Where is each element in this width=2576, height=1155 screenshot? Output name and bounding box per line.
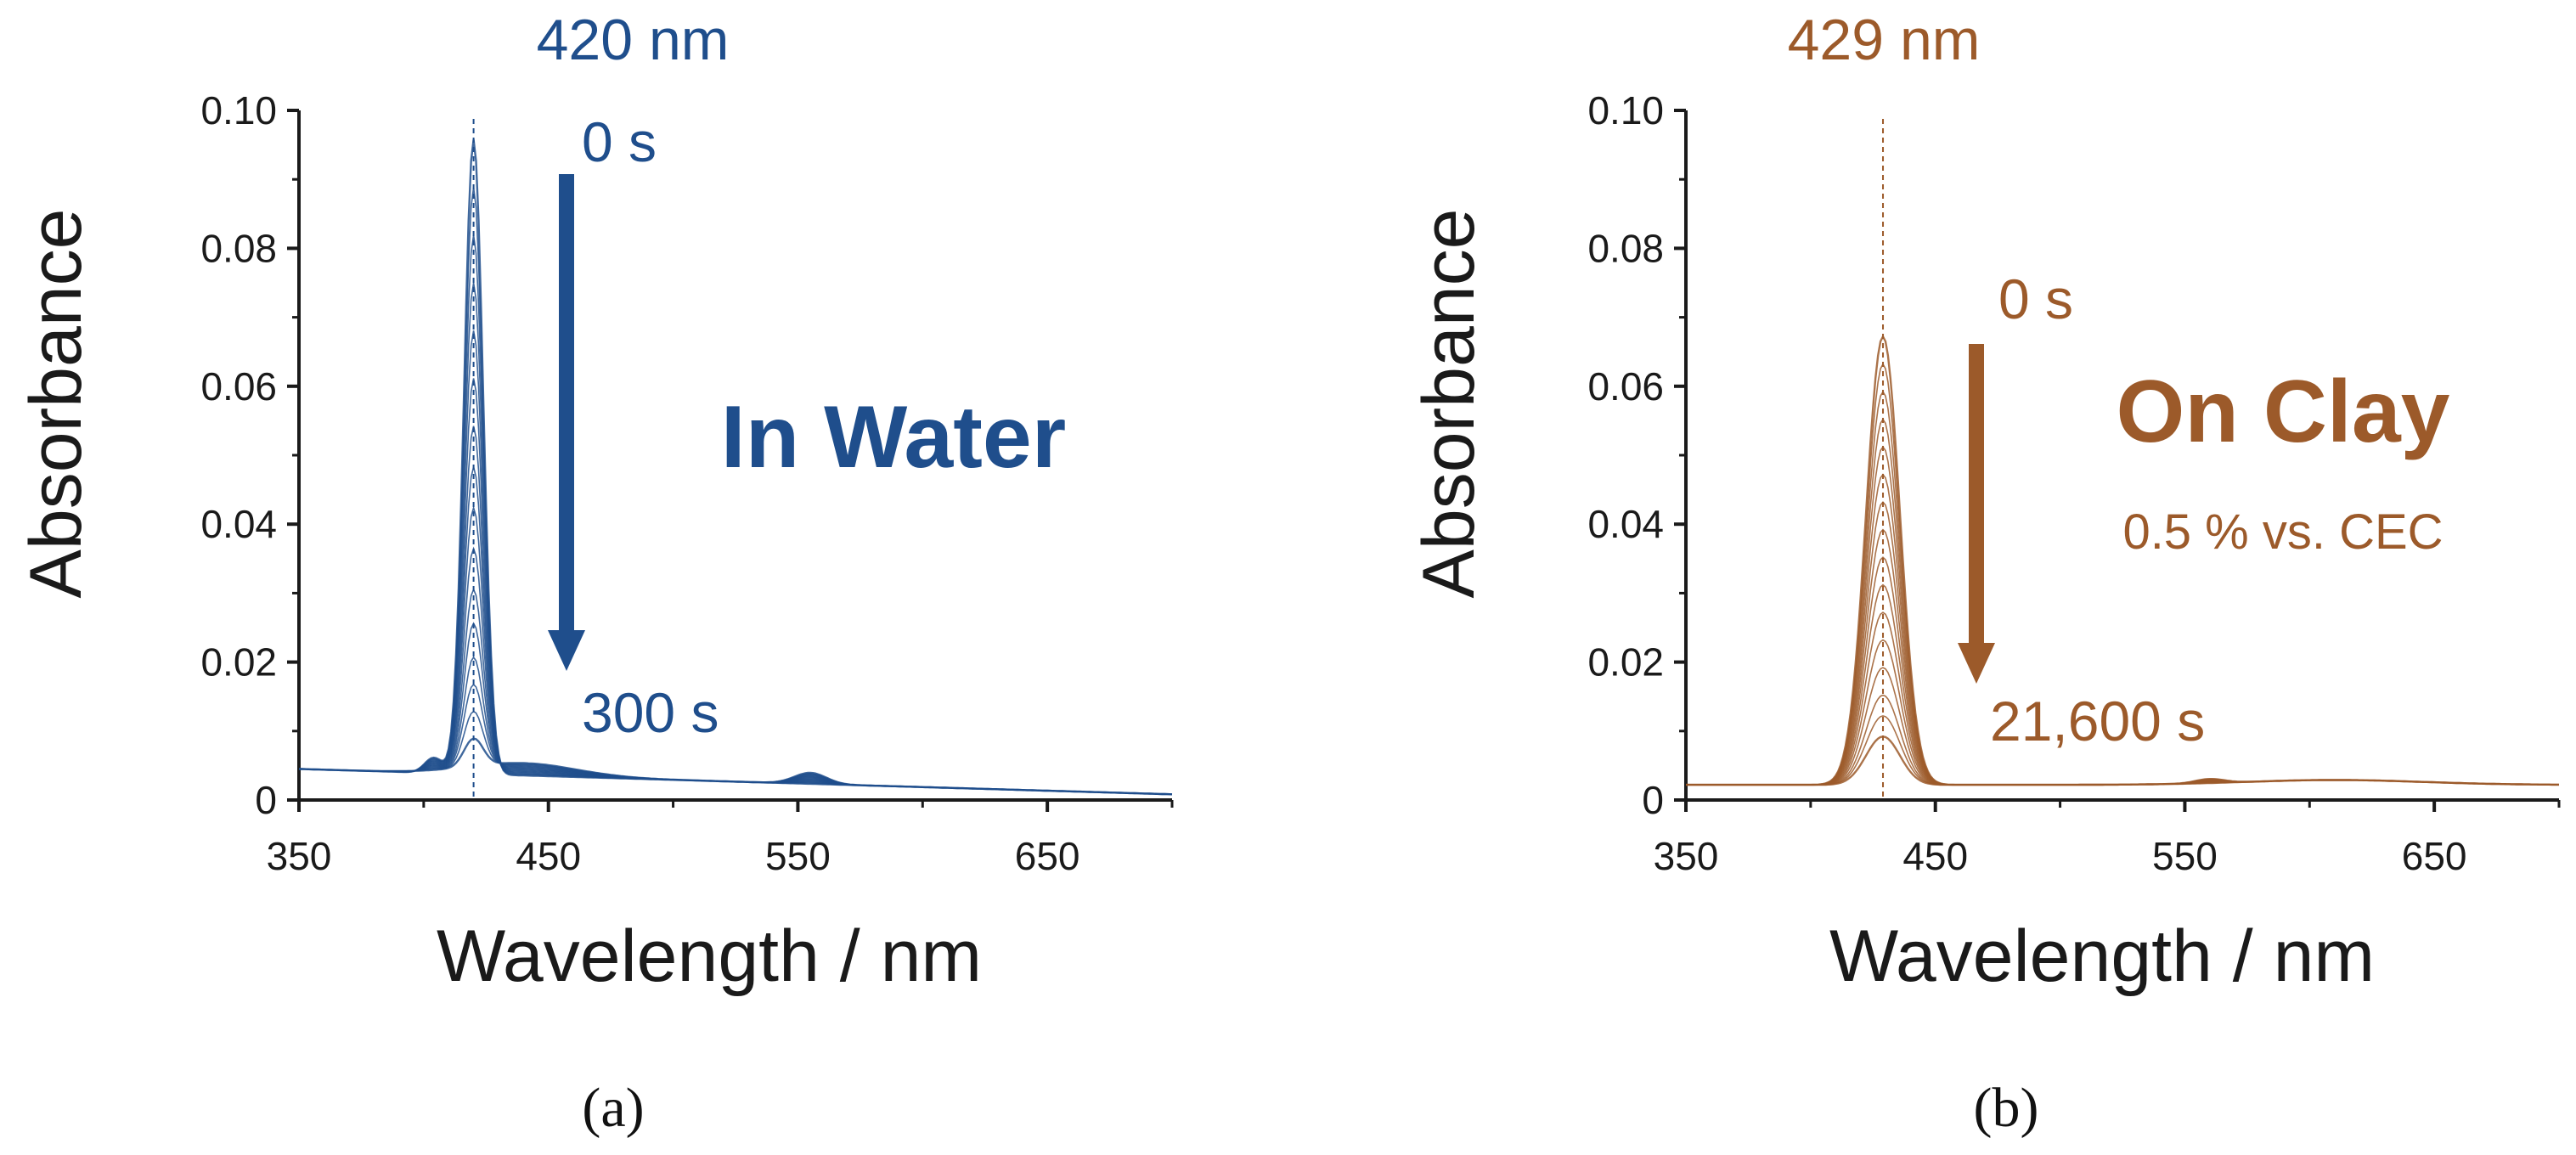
panel-a-x-tick-label: 550 — [765, 834, 831, 878]
panel-a-x-tick-label: 450 — [516, 834, 581, 878]
panel-a-spectrum-line — [299, 656, 1173, 796]
panel-a-spectrum-line — [299, 234, 1173, 796]
panel-b-x-axis-title: Wavelength / nm — [1829, 916, 2375, 997]
panel-a-spectrum-line — [299, 466, 1173, 796]
panel-a-y-tick-label: 0.06 — [200, 364, 277, 408]
panel-b-chart: 429 nm 0 s 21,600 s On Clay 0.5 % vs. CE… — [1408, 8, 2561, 1139]
panel-b-y-tick-label: 0.06 — [1587, 364, 1664, 408]
panel-b-end-time-label: 21,600 s — [1990, 690, 2205, 752]
panel-b-y-tick-label: 0.08 — [1587, 226, 1664, 270]
panel-b-x-tick-label: 550 — [2152, 834, 2218, 878]
panel-b-spectra — [1686, 334, 2559, 786]
panel-a-chart: 420 nm 0 s 300 s In Water Absorbance Wav… — [15, 8, 1174, 1139]
panel-b-x-tick-label: 450 — [1902, 834, 1968, 878]
panel-a-spectrum-line — [299, 737, 1173, 796]
panel-a-spectra — [299, 139, 1173, 796]
panel-b-y-tick-label: 0 — [1642, 778, 1664, 822]
panel-a-x-tick-label: 350 — [267, 834, 332, 878]
panel-a-x-tick-label: 650 — [1015, 834, 1080, 878]
panel-a-y-tick-label: 0.08 — [200, 226, 277, 270]
panel-b-y-tick-label: 0.04 — [1587, 502, 1664, 546]
panel-b-decay-arrow — [1958, 344, 1995, 684]
panel-a-decay-arrow — [548, 174, 585, 671]
panel-a-spectrum-line — [299, 504, 1173, 796]
panel-b-axes: 0 0.02 0.04 0.06 0.08 0.10 350 450 550 650 — [1587, 88, 2561, 878]
panel-a-spectrum-line — [299, 683, 1173, 796]
panel-b-peak-label: 429 nm — [1788, 8, 1981, 72]
panel-b-y-tick-label: 0.02 — [1587, 640, 1664, 685]
panel-b-subtitle: 0.5 % vs. CEC — [2122, 504, 2443, 560]
panel-a-spectrum-line — [299, 187, 1173, 796]
panel-b-spectrum-line — [1686, 583, 2559, 786]
panel-a-y-tick-label: 0.02 — [200, 640, 277, 685]
panel-a-peak-label: 420 nm — [537, 8, 730, 72]
panel-b-y-axis-title: Absorbance — [1408, 209, 1490, 599]
panel-a-y-axis-title: Absorbance — [15, 209, 97, 599]
panel-b-spectrum-line — [1686, 735, 2559, 786]
panel-b-condition-label: On Clay — [2117, 363, 2450, 461]
panel-a-y-tick-label: 0.10 — [200, 88, 277, 132]
panel-a-spectrum-line — [299, 546, 1173, 796]
panel-b-start-time-label: 0 s — [1998, 268, 2073, 330]
panel-b-panel-label: (b) — [1974, 1077, 2039, 1139]
panel-a-axes: 0 0.02 0.04 0.06 0.08 0.10 350 450 550 650 — [200, 88, 1174, 878]
panel-a-y-tick-label: 0 — [255, 778, 277, 822]
panel-a-panel-label: (a) — [582, 1077, 644, 1139]
panel-a-spectrum-line — [299, 282, 1173, 796]
panel-b-x-tick-label: 350 — [1654, 834, 1719, 878]
panel-a-start-time-label: 0 s — [582, 110, 657, 173]
panel-a-condition-label: In Water — [721, 388, 1066, 487]
panel-a-end-time-label: 300 s — [582, 681, 719, 744]
panel-b-y-tick-label: 0.10 — [1587, 88, 1664, 132]
panel-b-x-tick-label: 650 — [2402, 834, 2467, 878]
panel-a-x-axis-title: Wavelength / nm — [437, 916, 982, 997]
panel-a-y-tick-label: 0.04 — [200, 502, 277, 546]
